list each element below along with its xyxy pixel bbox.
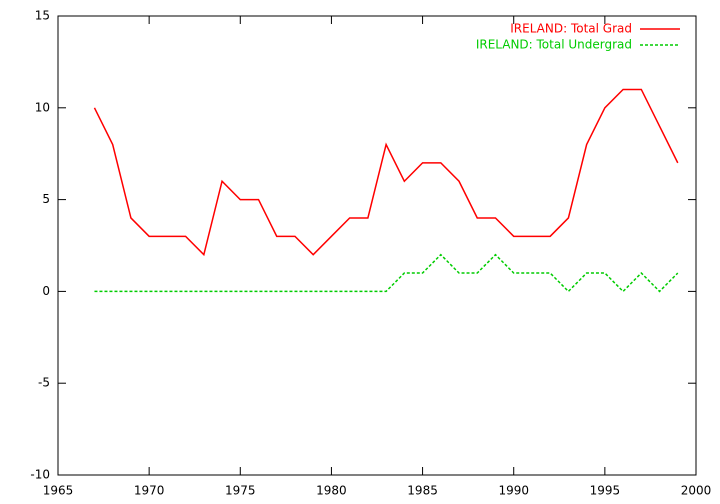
data-line xyxy=(93,88,679,257)
x-tick-label: 1985 xyxy=(407,484,438,498)
y-tick-label: 0 xyxy=(42,284,50,298)
plot-frame xyxy=(57,15,697,476)
y-tick-label: 15 xyxy=(35,9,50,23)
data-line xyxy=(94,253,679,293)
y-tick-label: 10 xyxy=(35,100,50,114)
x-tick-label: 1965 xyxy=(43,484,74,498)
x-tick-label: 1980 xyxy=(316,484,347,498)
x-tick-label: 2000 xyxy=(681,484,712,498)
y-tick-label: 5 xyxy=(42,192,50,206)
legend-label: IRELAND: Total Grad xyxy=(510,22,632,36)
x-tick-label: 1975 xyxy=(225,484,256,498)
legend-label: IRELAND: Total Undergrad xyxy=(476,38,632,52)
y-tick-label: -5 xyxy=(38,376,50,390)
x-tick-label: 1990 xyxy=(498,484,529,498)
x-tick-label: 1970 xyxy=(134,484,165,498)
y-tick-label: -10 xyxy=(30,468,50,482)
x-tick-label: 1995 xyxy=(590,484,621,498)
